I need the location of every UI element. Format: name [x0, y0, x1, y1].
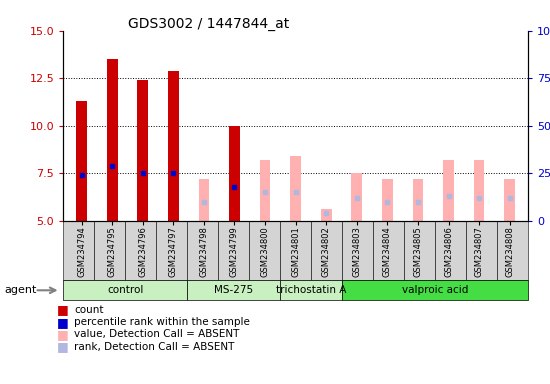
- Text: control: control: [107, 285, 144, 295]
- Bar: [290, 156, 301, 221]
- Text: GDS3002 / 1447844_at: GDS3002 / 1447844_at: [128, 17, 290, 31]
- Bar: [504, 179, 515, 221]
- Text: ■: ■: [57, 340, 69, 353]
- Bar: [351, 173, 362, 221]
- Bar: [168, 71, 179, 221]
- Text: valproic acid: valproic acid: [402, 285, 468, 295]
- Text: rank, Detection Call = ABSENT: rank, Detection Call = ABSENT: [74, 342, 235, 352]
- Bar: [443, 160, 454, 221]
- Text: count: count: [74, 305, 104, 315]
- Text: ■: ■: [57, 303, 69, 316]
- Bar: [199, 179, 209, 221]
- Text: ■: ■: [57, 316, 69, 329]
- Bar: [107, 59, 118, 221]
- Text: percentile rank within the sample: percentile rank within the sample: [74, 317, 250, 327]
- Bar: [260, 160, 271, 221]
- Bar: [76, 101, 87, 221]
- Bar: [321, 209, 332, 221]
- Text: agent: agent: [4, 285, 37, 295]
- Text: MS-275: MS-275: [214, 285, 253, 295]
- Text: value, Detection Call = ABSENT: value, Detection Call = ABSENT: [74, 329, 240, 339]
- Bar: [138, 80, 148, 221]
- Text: ■: ■: [57, 328, 69, 341]
- Bar: [382, 179, 393, 221]
- Bar: [412, 179, 424, 221]
- Bar: [229, 126, 240, 221]
- Bar: [474, 160, 485, 221]
- Text: trichostatin A: trichostatin A: [276, 285, 346, 295]
